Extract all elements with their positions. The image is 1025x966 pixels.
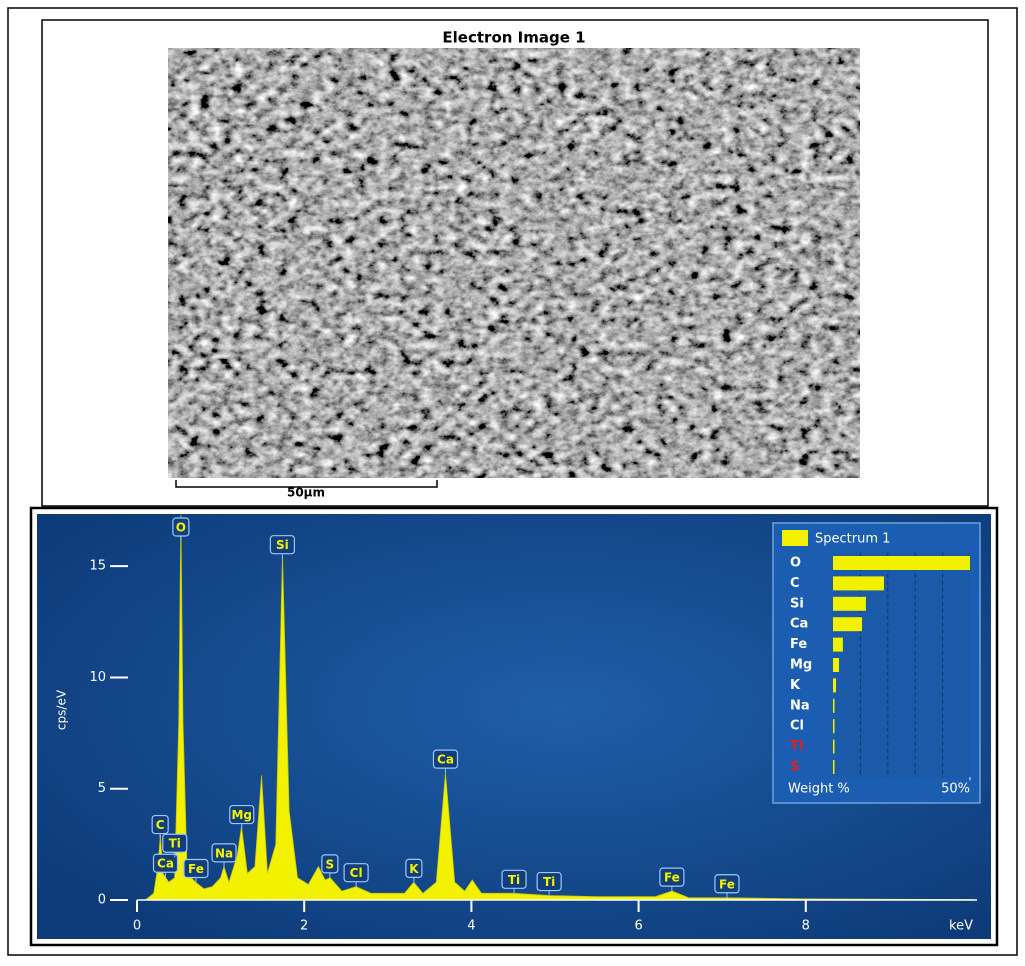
- peak-label: K: [409, 862, 419, 876]
- peak-label: Ti: [169, 837, 181, 851]
- peak-label: Ca: [157, 857, 174, 871]
- x-axis-label: Weight %: [788, 782, 850, 797]
- peak-label-box: [151, 814, 169, 835]
- weight-bar: [833, 760, 835, 774]
- peak-label: Mg: [231, 808, 252, 822]
- peak-label-box: [432, 749, 459, 769]
- weight-bar: [833, 617, 863, 632]
- peak-label-box: [172, 517, 190, 537]
- category-label: S: [790, 760, 799, 775]
- peak-label-box: [321, 854, 339, 874]
- x-tick-label: 2: [300, 919, 308, 934]
- y-tick-label: 5: [98, 781, 106, 796]
- category-label: Ca: [790, 617, 808, 632]
- x-tick-label: 8: [802, 919, 810, 934]
- weight-bar: [833, 596, 866, 611]
- category-label: Si: [790, 596, 804, 611]
- peak-label: Ca: [437, 753, 454, 767]
- spectrum-area: [144, 514, 974, 901]
- peak-label-box: [405, 858, 423, 878]
- peak-label: C: [156, 818, 165, 832]
- category-label: Fe: [790, 637, 807, 652]
- peak-label: O: [176, 521, 186, 535]
- peak-label-box: [211, 843, 237, 863]
- category-label: Ti: [790, 739, 803, 754]
- weight-bar: [833, 658, 840, 672]
- x-tick-label: 50%: [941, 782, 970, 797]
- peak-label-box: [229, 804, 255, 825]
- x-tick-label: 6: [634, 919, 642, 934]
- x-tick-label: 0: [133, 919, 141, 934]
- outer-frame: [7, 7, 1018, 956]
- peak-label-box: [343, 863, 369, 883]
- category-label: C: [790, 576, 800, 591]
- weight-bar: [833, 556, 970, 570]
- weight-bar: [833, 739, 835, 754]
- peak-label: Na: [215, 846, 233, 860]
- weight-bar: [833, 678, 837, 693]
- x-axis-label: keV: [949, 919, 973, 934]
- peak-label: Si: [276, 538, 289, 552]
- peak-label-box: [659, 867, 685, 887]
- weight-bar: [833, 637, 843, 652]
- weight-bar: [833, 698, 835, 713]
- weight-bar: [833, 719, 835, 734]
- legend-label: Spectrum 1: [815, 532, 890, 547]
- peak-label: Cl: [350, 866, 363, 880]
- peak-label-box: [536, 871, 562, 892]
- x-tick-label: 4: [467, 919, 475, 934]
- peak-label-box: [183, 858, 209, 879]
- peak-label: Fe: [719, 877, 735, 891]
- peak-label-box: [714, 874, 740, 894]
- peak-label: S: [326, 857, 335, 871]
- peak-label-box: [152, 853, 179, 873]
- y-tick-label: 0: [98, 893, 106, 908]
- peak-label: Fe: [664, 871, 680, 885]
- peak-label-box: [269, 535, 295, 555]
- y-tick-label: 10: [89, 670, 106, 685]
- sem-image: [168, 48, 860, 478]
- y-tick-label: 15: [89, 559, 106, 574]
- scale-label: 50µm: [287, 486, 325, 500]
- peak-label: Fe: [188, 862, 204, 876]
- peak-label-box: [501, 869, 527, 889]
- image-title: Electron Image 1: [442, 29, 585, 47]
- peak-label: Ti: [508, 873, 520, 887]
- category-label: K: [790, 678, 801, 693]
- peak-label-box: [162, 833, 188, 853]
- category-label: O: [790, 556, 801, 571]
- y-axis-label: cps/eV: [55, 689, 69, 730]
- peak-label: Ti: [543, 875, 555, 889]
- legend-swatch: [782, 530, 808, 546]
- weight-bar: [833, 576, 884, 591]
- category-label: Cl: [790, 719, 804, 734]
- scale-bar: [175, 480, 438, 488]
- category-label: Mg: [790, 658, 812, 673]
- category-label: Na: [790, 698, 810, 713]
